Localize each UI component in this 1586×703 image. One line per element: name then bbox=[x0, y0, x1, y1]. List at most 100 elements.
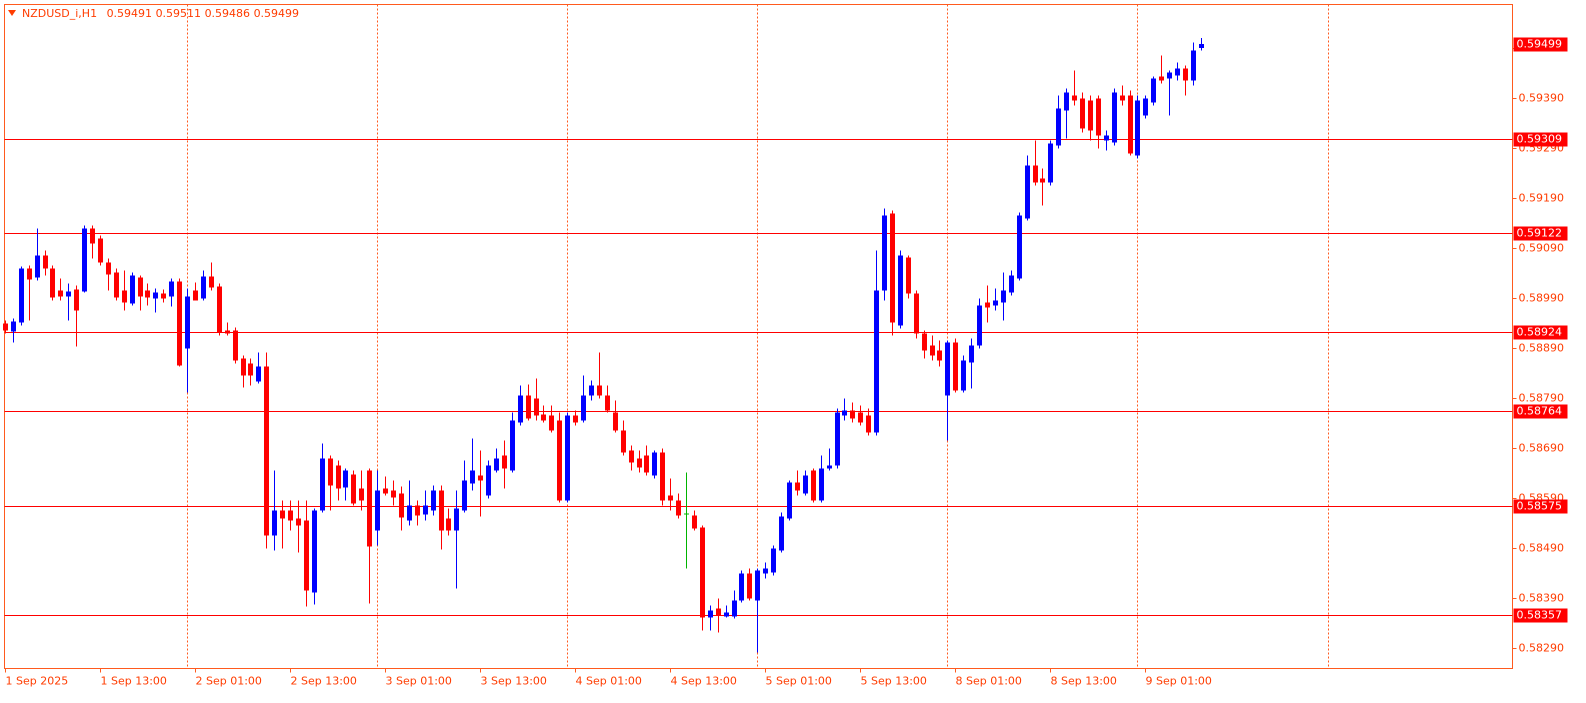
candle-body bbox=[1064, 92, 1069, 111]
candle-body bbox=[225, 330, 230, 334]
candle-body bbox=[835, 412, 840, 466]
candle-body bbox=[842, 410, 847, 416]
candle-body bbox=[565, 415, 570, 501]
candle-body bbox=[328, 458, 333, 486]
x-tick-label: 3 Sep 01:00 bbox=[386, 675, 452, 688]
candle-body bbox=[169, 281, 174, 297]
candle-body bbox=[153, 292, 158, 299]
candle-body bbox=[1104, 135, 1109, 141]
candle-body bbox=[732, 600, 737, 617]
x-tick-label: 8 Sep 13:00 bbox=[1051, 675, 1117, 688]
candle-body bbox=[454, 508, 459, 531]
candle-body bbox=[724, 612, 729, 617]
candle-body bbox=[320, 458, 325, 511]
candle-body bbox=[1025, 165, 1030, 219]
candle-body bbox=[1056, 108, 1061, 146]
chart-header: NZDUSD_i,H1 0.59491 0.59511 0.59486 0.59… bbox=[22, 7, 299, 20]
candle-body bbox=[573, 415, 578, 423]
candle-body bbox=[106, 262, 111, 275]
candle-body bbox=[549, 415, 554, 431]
candle-body bbox=[280, 510, 285, 519]
candle-body bbox=[122, 290, 127, 303]
candle-body bbox=[1080, 98, 1085, 129]
plot-frame bbox=[4, 4, 1513, 669]
candle-body bbox=[1143, 98, 1148, 116]
candle-body bbox=[58, 290, 63, 297]
level-label-box bbox=[1513, 404, 1568, 419]
candle-body bbox=[716, 608, 721, 616]
candle-body bbox=[1191, 50, 1196, 81]
y-tick-label: 0.58690 bbox=[1519, 442, 1565, 455]
candle-body bbox=[1151, 78, 1156, 103]
candle-body bbox=[209, 276, 214, 288]
candle-body bbox=[660, 452, 665, 501]
candle-body bbox=[66, 291, 71, 297]
candle-body bbox=[1199, 44, 1204, 48]
candle-body bbox=[827, 465, 832, 469]
candle-body bbox=[930, 345, 935, 356]
candle-body bbox=[1112, 92, 1117, 143]
y-tick-label: 0.59190 bbox=[1519, 192, 1565, 205]
candle-body bbox=[296, 518, 301, 526]
candle-body bbox=[866, 415, 871, 433]
level-label-box bbox=[1513, 325, 1568, 340]
candle-body bbox=[130, 275, 135, 304]
candle-body bbox=[581, 395, 586, 421]
candle-body bbox=[914, 293, 919, 334]
x-tick-label: 1 Sep 2025 bbox=[6, 675, 69, 688]
candle-body bbox=[676, 500, 681, 516]
candle-body bbox=[399, 493, 404, 518]
candle-body bbox=[1183, 68, 1188, 81]
candle-body bbox=[1128, 95, 1133, 154]
candle-body bbox=[557, 420, 562, 501]
candle-body bbox=[1072, 95, 1077, 101]
y-tick-label: 0.58790 bbox=[1519, 392, 1565, 405]
candle-body bbox=[1001, 290, 1006, 303]
candle-body bbox=[201, 276, 206, 299]
y-tick-label: 0.58890 bbox=[1519, 342, 1565, 355]
candle-body bbox=[787, 482, 792, 519]
candle-body bbox=[1175, 68, 1180, 76]
candle-body bbox=[1096, 98, 1101, 136]
candle-body bbox=[185, 296, 190, 349]
candle-body bbox=[35, 255, 40, 278]
candle-body bbox=[351, 474, 356, 504]
candle-body bbox=[367, 470, 372, 547]
candle-body bbox=[391, 490, 396, 498]
level-label: 0.59309 bbox=[1517, 133, 1563, 146]
candle-body bbox=[747, 573, 752, 599]
level-label-box bbox=[1513, 608, 1568, 623]
x-tick-label: 5 Sep 01:00 bbox=[766, 675, 832, 688]
collapse-icon[interactable] bbox=[8, 10, 16, 16]
candle-body bbox=[19, 268, 24, 323]
candle-body bbox=[605, 395, 610, 411]
candle-body bbox=[375, 490, 380, 531]
candle-body bbox=[684, 513, 689, 515]
symbol: NZDUSD_i,H1 bbox=[22, 7, 97, 20]
candle-body bbox=[890, 213, 895, 323]
grid-layer bbox=[187, 4, 1329, 669]
level-label: 0.58575 bbox=[1517, 500, 1563, 513]
candle-body bbox=[446, 518, 451, 531]
candle-body bbox=[589, 385, 594, 396]
price-label: 0.59499 bbox=[1517, 38, 1563, 51]
candle-body bbox=[11, 321, 16, 332]
candle-body bbox=[494, 458, 499, 471]
candle-body bbox=[898, 255, 903, 326]
y-tick-label: 0.58990 bbox=[1519, 292, 1565, 305]
candle-body bbox=[264, 366, 269, 536]
candle-body bbox=[3, 323, 8, 331]
x-tick-label: 5 Sep 13:00 bbox=[861, 675, 927, 688]
candle-body bbox=[969, 345, 974, 363]
candle-body bbox=[637, 458, 642, 468]
candle-body bbox=[27, 268, 32, 280]
candle-body bbox=[439, 490, 444, 531]
candle-body bbox=[613, 412, 618, 431]
candle-body bbox=[874, 290, 879, 433]
candle-body bbox=[43, 255, 48, 269]
candle-body bbox=[502, 455, 507, 469]
candle-body bbox=[850, 410, 855, 419]
candle-body bbox=[518, 395, 523, 423]
